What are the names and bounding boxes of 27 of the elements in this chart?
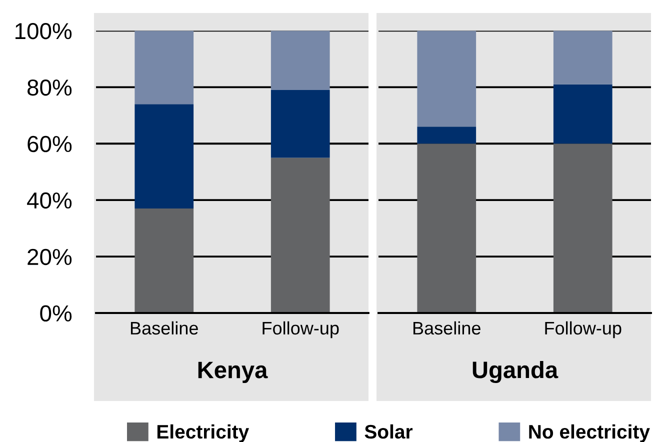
legend-label: Solar xyxy=(364,424,413,439)
x-tick-label: Baseline xyxy=(413,321,480,335)
bar xyxy=(553,144,612,313)
y-tick-label: 60% xyxy=(28,136,72,152)
bar xyxy=(417,126,476,144)
bar xyxy=(270,158,330,313)
text: Kenya xyxy=(198,362,268,384)
y-tick-label: 20% xyxy=(28,248,72,266)
legend-label: Electricity xyxy=(157,424,250,442)
bar xyxy=(553,84,612,144)
y-tick-label: 100% xyxy=(16,23,72,40)
x-tick-label: Follow-up xyxy=(262,321,339,338)
bar xyxy=(270,90,330,158)
bar xyxy=(134,208,194,313)
y-tick-label: 0% xyxy=(40,305,72,322)
y-tick-label: 80% xyxy=(28,79,72,96)
bar xyxy=(417,144,476,313)
y-tick-label: 40% xyxy=(27,192,72,209)
x-tick-label: Baseline xyxy=(130,321,198,335)
bar xyxy=(134,104,194,209)
x-tick-label: Follow-up xyxy=(545,321,622,338)
bar xyxy=(553,30,612,84)
bar xyxy=(134,30,194,104)
legend-label: No electricity xyxy=(529,424,650,442)
bar xyxy=(270,30,330,90)
text: Uganda xyxy=(472,360,558,384)
bar xyxy=(417,30,476,127)
